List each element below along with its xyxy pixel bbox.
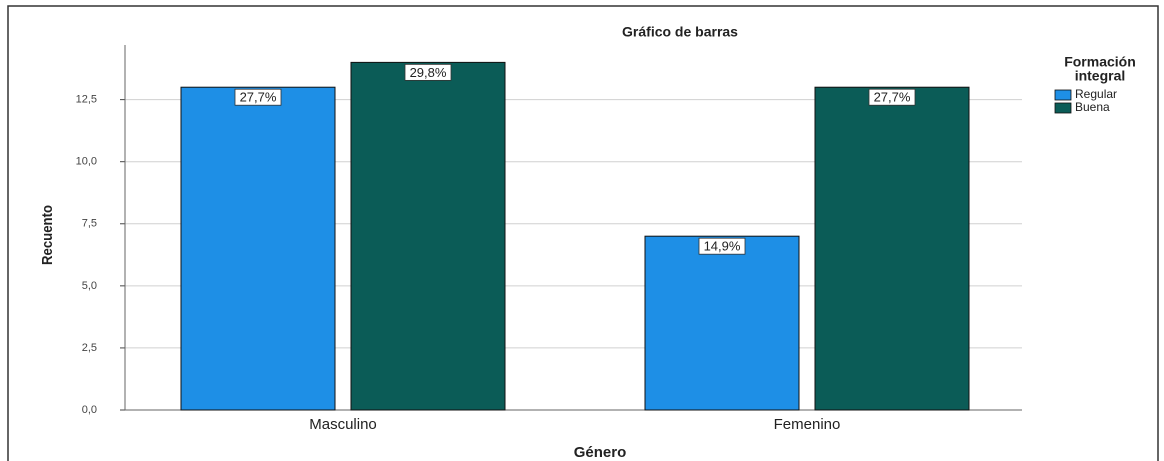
legend-label: Buena bbox=[1075, 100, 1110, 114]
x-tick-label: Femenino bbox=[774, 416, 841, 433]
bar bbox=[180, 86, 336, 411]
data-label: 14,9% bbox=[704, 239, 741, 254]
chart-title: Gráfico de barras bbox=[622, 24, 738, 40]
y-tick-label: 7,5 bbox=[82, 218, 97, 230]
bar bbox=[350, 61, 506, 411]
bar bbox=[644, 235, 800, 411]
y-tick-label: 2,5 bbox=[82, 342, 97, 354]
data-label: 27,7% bbox=[874, 90, 911, 105]
data-label-box bbox=[404, 63, 452, 81]
y-tick-label: 12,5 bbox=[76, 94, 97, 106]
legend-swatch bbox=[1054, 102, 1072, 114]
data-label-box bbox=[698, 237, 746, 255]
legend-title: integral bbox=[1075, 68, 1126, 84]
y-tick-label: 0,0 bbox=[82, 404, 97, 416]
data-label: 27,7% bbox=[240, 90, 277, 105]
x-tick-label: Masculino bbox=[309, 416, 377, 433]
legend-title: Formación bbox=[1064, 54, 1136, 70]
x-axis-label: Género bbox=[574, 444, 627, 461]
data-label-box bbox=[234, 88, 282, 106]
y-tick-label: 10,0 bbox=[76, 156, 97, 168]
legend-swatch bbox=[1054, 89, 1072, 101]
bar bbox=[814, 86, 970, 411]
legend-label: Regular bbox=[1075, 87, 1117, 101]
data-label-box bbox=[868, 88, 916, 106]
y-axis-label: Recuento bbox=[39, 205, 56, 265]
y-tick-label: 5,0 bbox=[82, 280, 97, 292]
data-label: 29,8% bbox=[410, 65, 447, 80]
